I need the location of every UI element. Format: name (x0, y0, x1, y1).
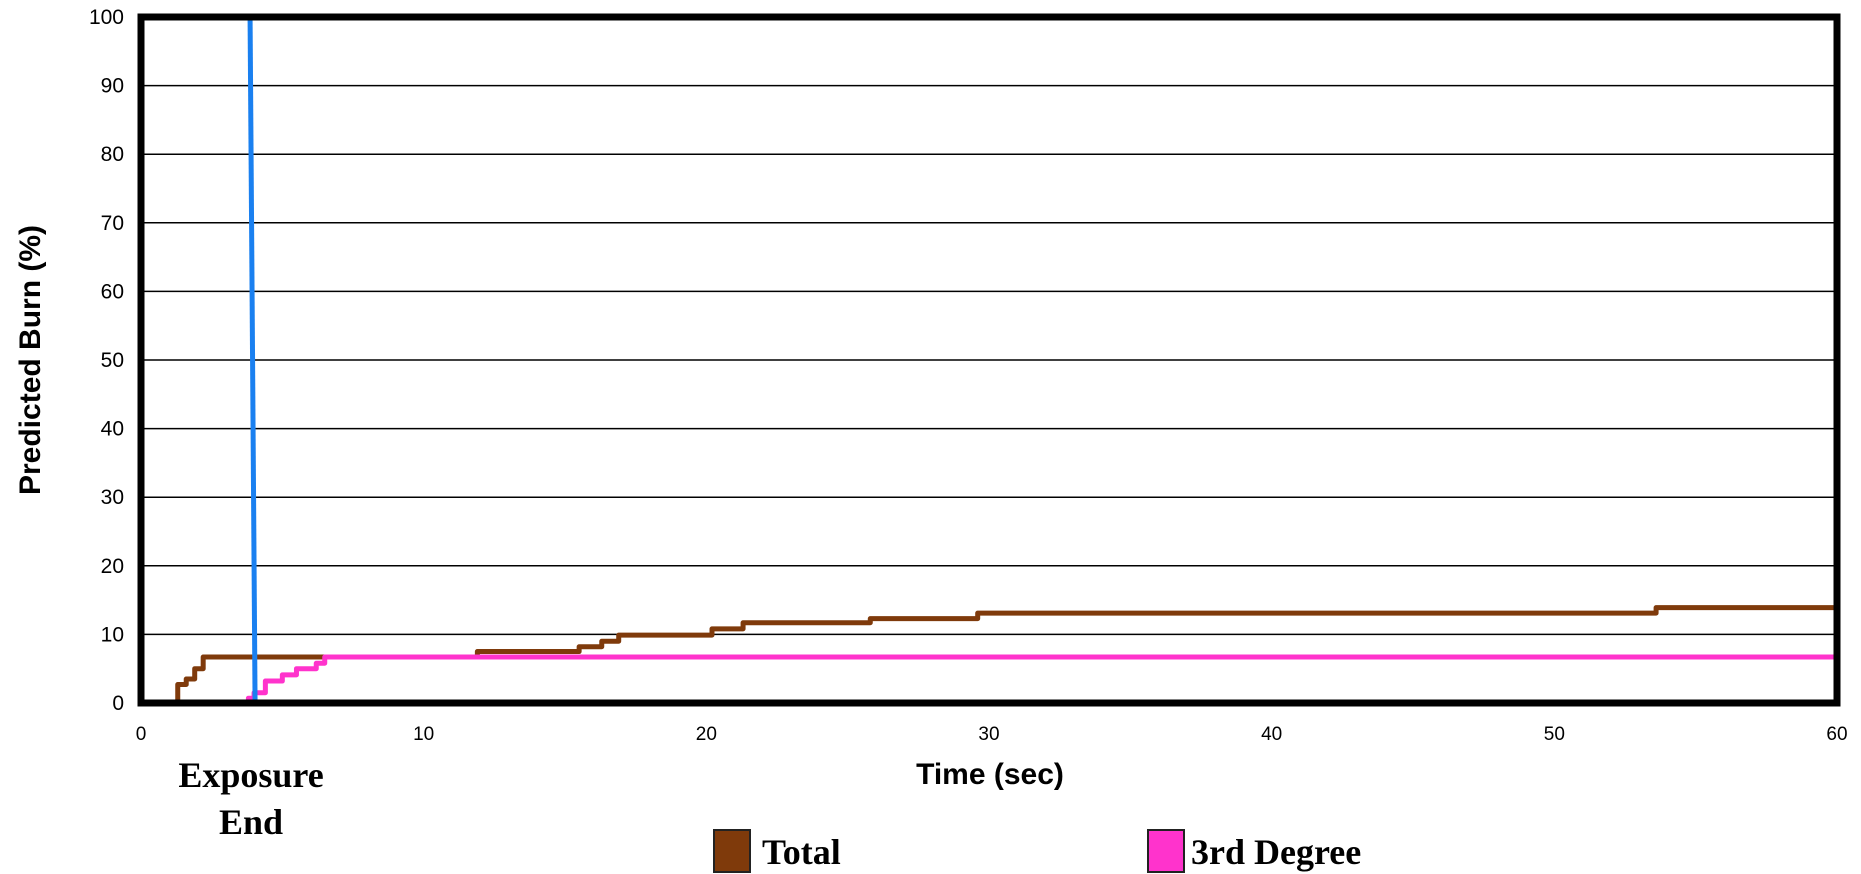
exposure-end-label-line1: Exposure (178, 755, 323, 795)
y-tick-label-0: 0 (112, 692, 124, 715)
y-tick-label-100: 100 (89, 6, 124, 29)
plot-frame (137, 13, 1841, 707)
y-tick-label-90: 90 (101, 75, 124, 98)
exposure-end-line (247, 16, 258, 704)
legend-label-3rd-degree: 3rd Degree (1191, 832, 1361, 872)
x-tick-label-40: 40 (1261, 724, 1282, 745)
legend-label-total: Total (762, 832, 841, 872)
x-axis-title: Time (sec) (916, 758, 1064, 791)
x-tick-label-60: 60 (1826, 724, 1847, 745)
x-tick-label-20: 20 (696, 724, 717, 745)
y-axis-title: Predicted Burn (%) (14, 225, 47, 495)
y-tick-labels: 0 10 20 30 40 50 60 70 80 90 100 (89, 6, 124, 715)
x-tick-label-0: 0 (136, 724, 147, 745)
legend: Total 3rd Degree (713, 829, 1361, 873)
y-tick-label-70: 70 (101, 212, 124, 235)
y-tick-label-80: 80 (101, 143, 124, 166)
y-tick-label-10: 10 (101, 623, 124, 646)
y-tick-label-60: 60 (101, 280, 124, 303)
x-tick-label-30: 30 (978, 724, 999, 745)
exposure-end-label-line2: End (219, 802, 283, 842)
series-line-3rd-degree (239, 654, 1837, 706)
legend-swatch-3rd-degree (1147, 829, 1185, 873)
grid-lines (141, 16, 1837, 704)
legend-swatch-total (713, 829, 751, 873)
y-tick-label-50: 50 (101, 349, 124, 372)
x-tick-label-10: 10 (413, 724, 434, 745)
marker-layer (247, 16, 258, 704)
y-tick-label-30: 30 (101, 486, 124, 509)
series-layer (172, 605, 1837, 706)
y-tick-label-40: 40 (101, 418, 124, 441)
x-tick-label-50: 50 (1544, 724, 1565, 745)
x-tick-labels: 0 10 20 30 40 50 60 (136, 724, 1848, 745)
y-tick-label-20: 20 (101, 555, 124, 578)
series-line-total (172, 605, 1837, 706)
